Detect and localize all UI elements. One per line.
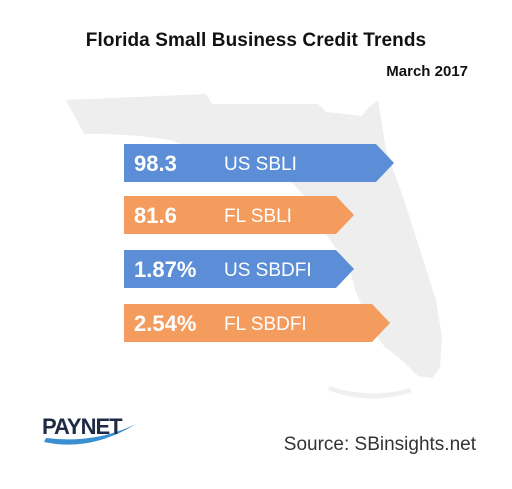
indicator-bar-1: [124, 144, 394, 182]
indicator-label-1: US SBLI: [224, 154, 297, 175]
indicator-bar-3: [124, 250, 354, 288]
indicator-value-1: 98.3: [134, 151, 177, 176]
indicator-bar-2: [124, 196, 354, 234]
svg-text:PAYNET: PAYNET: [42, 414, 123, 439]
paynet-logo: PAYNET: [42, 414, 136, 445]
chart-title: Florida Small Business Credit Trends: [85, 30, 427, 51]
indicator-label-2: FL SBLI: [224, 206, 292, 227]
indicator-bar-4: [124, 304, 390, 342]
indicator-label-4: FL SBDFI: [224, 314, 307, 335]
indicator-value-4: 2.54%: [134, 311, 196, 336]
chart-subtitle: March 2017: [386, 63, 468, 80]
indicator-label-3: US SBDFI: [224, 260, 312, 281]
indicator-value-3: 1.87%: [134, 257, 196, 282]
florida-keys: [328, 386, 412, 399]
logo-swoosh: [44, 424, 136, 445]
indicator-value-2: 81.6: [134, 203, 177, 228]
source-text: Source: SBinsights.net: [283, 434, 476, 455]
